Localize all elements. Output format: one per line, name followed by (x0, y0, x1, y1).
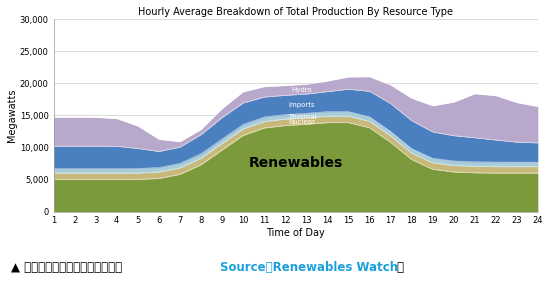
Text: ）: ） (396, 260, 403, 274)
Text: Source：Renewables Watch: Source：Renewables Watch (220, 260, 398, 274)
Text: Renewables: Renewables (249, 156, 343, 170)
Y-axis label: Megawatts: Megawatts (7, 89, 17, 142)
Text: Hydro: Hydro (292, 87, 312, 93)
Title: Hourly Average Breakdown of Total Production By Resource Type: Hourly Average Breakdown of Total Produc… (138, 7, 453, 17)
Text: Nuclear: Nuclear (289, 119, 316, 125)
Text: Thermal: Thermal (288, 114, 316, 120)
Text: ▲ 各种能量来源发电时段分布。（: ▲ 各种能量来源发电时段分布。（ (11, 260, 122, 274)
X-axis label: Time of Day: Time of Day (266, 228, 325, 238)
Text: Imports: Imports (289, 102, 315, 108)
